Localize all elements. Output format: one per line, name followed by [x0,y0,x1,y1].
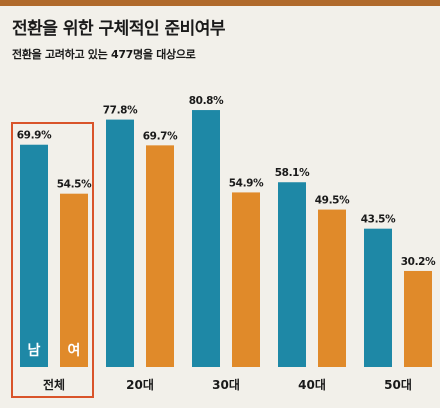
bar-female-3 [318,209,346,367]
value-label-male-0: 69.9% [17,130,52,142]
bar-male-1 [106,119,134,367]
value-label-male-2: 80.8% [189,95,224,107]
total-highlight-box [11,122,94,398]
value-label-male-4: 43.5% [361,214,396,226]
bar-female-2 [232,192,260,367]
value-label-female-2: 54.9% [229,177,264,189]
bar-male-4 [364,228,392,367]
category-label-3: 40대 [298,378,326,392]
value-label-male-3: 58.1% [275,167,310,179]
value-label-female-0: 54.5% [57,179,92,191]
value-label-female-4: 30.2% [401,256,436,268]
bar-female-4 [404,270,432,367]
value-label-female-1: 69.7% [143,130,178,142]
series-label-male: 남 [28,342,41,359]
bar-male-2 [192,110,220,367]
value-label-female-3: 49.5% [315,195,350,207]
category-label-4: 50대 [384,378,412,392]
bar-male-3 [278,182,306,367]
value-label-male-1: 77.8% [103,105,138,117]
bar-female-1 [146,145,174,367]
series-label-female: 여 [68,342,81,359]
category-label-0: 전체 [43,377,65,392]
category-label-1: 20대 [126,378,154,392]
category-label-2: 30대 [212,378,240,392]
top-accent-bar [0,0,440,6]
chart-subtitle: 전환을 고려하고 있는 477명을 대상으로 [12,48,196,61]
bar-male-0 [20,144,48,367]
chart-title: 전환을 위한 구체적인 준비여부 [12,19,226,39]
bar-female-0 [60,193,88,367]
